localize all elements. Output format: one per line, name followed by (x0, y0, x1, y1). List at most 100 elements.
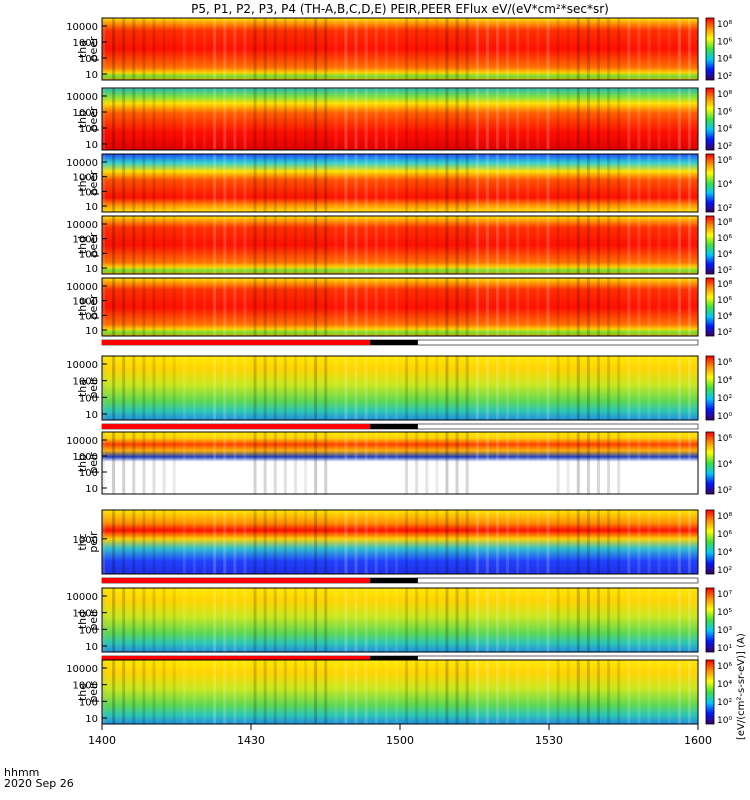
spectrogram-streak (546, 660, 550, 724)
colorbar (705, 277, 715, 337)
spectrogram-streak (415, 154, 419, 212)
spectrogram-streak (647, 278, 651, 336)
spectrogram-streak (263, 88, 267, 150)
spectrogram-streak (334, 432, 338, 494)
x-tick-label: 1430 (237, 734, 265, 747)
spectrogram-streak (142, 660, 146, 724)
spectrogram-streak (243, 660, 247, 724)
spectrogram-streak (536, 278, 540, 336)
spectrogram-streak (415, 432, 419, 494)
spectrogram-streak (425, 356, 429, 420)
spectrogram-streak (405, 510, 409, 574)
spectrogram-streak (293, 278, 297, 336)
spectrogram-thc-peir (102, 510, 698, 574)
spectrogram-streak (243, 216, 247, 274)
spectrogram-streak (465, 588, 469, 652)
spectrogram-streak (627, 18, 631, 80)
spectrogram-streak (142, 216, 146, 274)
colorbar (705, 659, 715, 725)
spectrogram-streak (526, 216, 530, 274)
spectrogram-streak (122, 588, 126, 652)
spectrogram-streak (687, 660, 691, 724)
spectrogram-streak (142, 356, 146, 420)
spectrogram-streak (314, 18, 318, 80)
spectrogram-streak (415, 216, 419, 274)
spectrogram-streak (172, 278, 176, 336)
y-label-species: peer (87, 232, 100, 258)
spectrogram-streak (263, 18, 267, 80)
y-tick-label: 1000 (73, 535, 98, 546)
y-tick-label: 1000 (73, 235, 98, 246)
y-tick-label: 10000 (66, 22, 98, 33)
y-tick-label: 100 (79, 468, 98, 479)
spectrogram-streak (435, 510, 439, 574)
spectrogram-streak (283, 278, 287, 336)
y-label-probe: thd (76, 611, 89, 629)
y-tick-label: 10 (85, 326, 98, 337)
spectrogram-streak (394, 432, 398, 494)
spectrogram-streak (314, 216, 318, 274)
y-tick-label: 1000 (73, 108, 98, 119)
spectrogram-streak (566, 278, 570, 336)
spectrogram-streak (596, 154, 600, 212)
spectrogram-streak (677, 660, 681, 724)
spectrogram-streak (687, 154, 691, 212)
spectrogram-streak (607, 18, 611, 80)
spectrogram-streak (556, 356, 560, 420)
spectrogram-streak (324, 588, 328, 652)
spectrogram-streak (172, 18, 176, 80)
spectrogram-streak (566, 432, 570, 494)
spectrogram-streak (596, 588, 600, 652)
spectrogram-streak (506, 18, 510, 80)
colorbar-tick-label: 10⁴ (717, 460, 732, 470)
spectrogram-streak (435, 660, 439, 724)
spectrogram-streak (233, 216, 237, 274)
spectrogram-streak (122, 356, 126, 420)
spectrogram-streak (384, 588, 388, 652)
spectrogram-streak (374, 216, 378, 274)
spectrogram-streak (617, 154, 621, 212)
spectrogram-streak (253, 432, 257, 494)
y-label-species: peer (87, 36, 100, 62)
spectrogram-streak (637, 432, 641, 494)
spectrogram-streak (485, 18, 489, 80)
spectrogram-streak (243, 154, 247, 212)
spectrogram-streak (263, 356, 267, 420)
spectrogram-streak (576, 278, 580, 336)
spectrogram-streak (596, 660, 600, 724)
spectrogram-streak (344, 356, 348, 420)
colorbar (705, 87, 715, 151)
spectrogram-streak (102, 356, 105, 420)
spectrogram-streak (516, 356, 520, 420)
colorbar-tick-label: 10⁶ (717, 662, 732, 672)
spectrogram-streak (667, 588, 671, 652)
colorbar-tick-label: 10⁶ (717, 234, 732, 244)
spectrogram-streak (687, 432, 691, 494)
colorbar (705, 355, 715, 421)
spectrogram-streak (213, 18, 217, 80)
spectrogram-streak (506, 356, 510, 420)
spectrogram-streak (233, 432, 237, 494)
spectrogram-streak (415, 588, 419, 652)
spectrogram-streak (495, 510, 499, 574)
spectrogram-streak (667, 660, 671, 724)
spectrogram-streak (405, 660, 409, 724)
spectrogram-streak (506, 278, 510, 336)
panel-frame (101, 277, 699, 337)
spectrogram-streak (637, 356, 641, 420)
spectrogram-streak (334, 356, 338, 420)
spectrogram-streak (364, 154, 368, 212)
spectrogram-streak (536, 88, 540, 150)
colorbar-tick-label: 10⁶ (717, 530, 732, 540)
spectrogram-streak (223, 660, 227, 724)
spectrogram-streak (445, 356, 449, 420)
spectrogram-streak (203, 216, 207, 274)
colorbar-tick-label: 10⁴ (717, 548, 732, 558)
spectrogram-streak (314, 154, 318, 212)
spectrogram-streak (526, 356, 530, 420)
colorbar-axis-label: [eV/(cm²-s-sr-eV)] (A) (736, 633, 747, 740)
